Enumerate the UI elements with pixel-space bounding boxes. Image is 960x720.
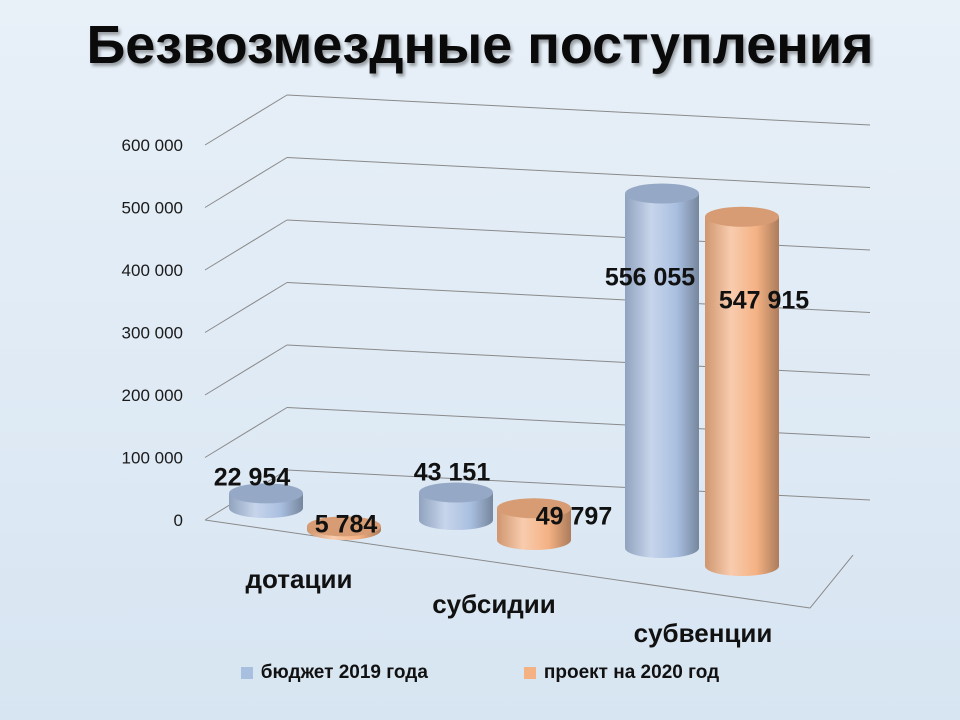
- legend-swatch-2020: [523, 667, 536, 679]
- floor-front-edge: [204, 519, 811, 609]
- bar-top-0-1: [307, 516, 381, 537]
- floor-right-edge: [809, 554, 854, 609]
- y-tick-label: 500 000: [122, 199, 183, 218]
- gridline-side: [204, 94, 288, 146]
- gridline-side: [204, 344, 288, 396]
- bar-2-0: [625, 193, 699, 558]
- legend-label-2020: проект на 2020 год: [543, 662, 720, 683]
- y-tick-label: 100 000: [122, 449, 183, 468]
- data-label: 22 954: [214, 463, 291, 491]
- legend-swatch-2019: [240, 667, 253, 679]
- chart-title: Безвозмездные поступления: [86, 15, 874, 75]
- bar-top-1-0: [419, 482, 493, 503]
- legend-item-2020: проект на 2020 год: [523, 662, 720, 684]
- y-tick-label: 400 000: [122, 261, 183, 280]
- bar-top-2-1: [705, 206, 779, 227]
- data-label: 43 151: [414, 458, 491, 486]
- bar-top-2-0: [625, 183, 699, 204]
- data-label: 547 915: [719, 287, 809, 315]
- bar-top-1-1: [497, 498, 571, 519]
- x-category-label: субсидии: [432, 589, 556, 619]
- gridline-back: [286, 94, 871, 126]
- legend-label-2019: бюджет 2019 года: [260, 662, 428, 683]
- bar-1-0: [419, 492, 493, 530]
- gridline-back: [286, 219, 871, 251]
- gridline-back: [286, 157, 871, 189]
- bar-2-1: [705, 216, 779, 576]
- legend-item-2019: бюджет 2019 года: [240, 662, 428, 684]
- bar-top-0-0: [229, 483, 303, 504]
- gridline-side: [204, 157, 288, 208]
- y-tick-label: 300 000: [122, 324, 183, 343]
- data-label: 49 797: [536, 502, 612, 530]
- y-tick-label: 600 000: [122, 136, 183, 155]
- gridline-side: [204, 219, 288, 271]
- data-label: 556 055: [605, 264, 695, 292]
- x-category-label: субвенции: [634, 618, 773, 648]
- gridline-side: [204, 282, 288, 333]
- gridline-back: [286, 469, 871, 501]
- gridline-back: [286, 344, 871, 376]
- y-tick-label: 200 000: [122, 386, 183, 405]
- bar-1-1: [497, 508, 571, 550]
- legend: бюджет 2019 года проект на 2020 год: [0, 662, 960, 684]
- gridline-side: [204, 407, 288, 458]
- y-tick-label: 0: [174, 511, 183, 530]
- x-category-label: дотации: [246, 564, 353, 594]
- gridline-back: [286, 407, 871, 439]
- data-label: 5 784: [315, 510, 378, 538]
